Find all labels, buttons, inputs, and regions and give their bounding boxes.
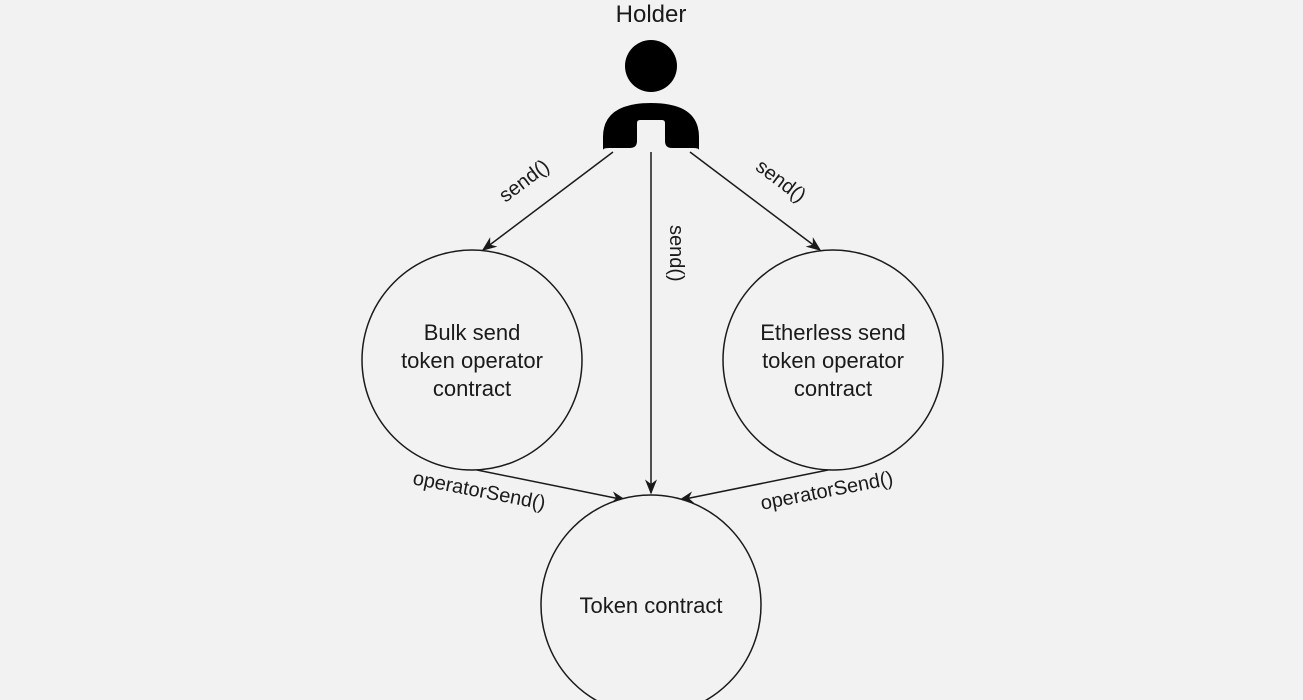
node-token-label-1: Token contract <box>579 593 722 618</box>
node-bulk-label-2: token operator <box>401 348 543 373</box>
edge-label-etherless-token: operatorSend() <box>759 467 895 514</box>
holder-label: Holder <box>616 1 687 28</box>
diagram-canvas: Holder send() send() send() operatorSend… <box>0 0 1303 700</box>
holder-icon <box>603 40 699 150</box>
edge-label-holder-bulk: send() <box>495 155 554 207</box>
node-bulk-label-3: contract <box>433 376 511 401</box>
node-etherless-label-1: Etherless send <box>760 320 906 345</box>
node-etherless-label-2: token operator <box>762 348 904 373</box>
edge-label-holder-etherless: send() <box>751 155 810 207</box>
edge-label-bulk-token: operatorSend() <box>411 467 547 514</box>
edge-label-holder-token: send() <box>665 225 687 282</box>
node-bulk-label-1: Bulk send <box>424 320 521 345</box>
node-etherless-label-3: contract <box>794 376 872 401</box>
